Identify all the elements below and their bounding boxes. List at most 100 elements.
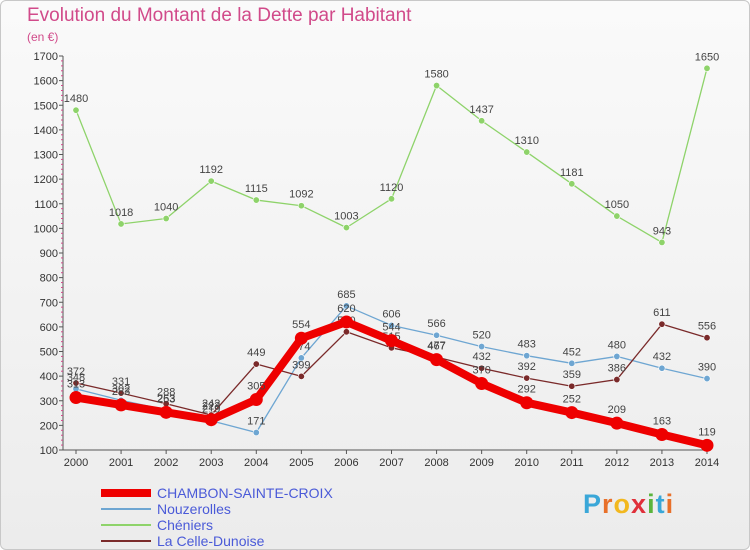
- data-point: [252, 196, 260, 204]
- data-point: [69, 391, 83, 405]
- data-label: 390: [698, 362, 716, 374]
- data-label: 620: [337, 303, 355, 315]
- data-point: [568, 359, 576, 367]
- legend-swatch: [101, 508, 151, 510]
- data-point: [342, 302, 350, 310]
- y-tick-label: 1000: [34, 223, 58, 235]
- chart-title: Evolution du Montant de la Dette par Hab…: [27, 5, 412, 26]
- data-point: [114, 398, 128, 412]
- data-label: 209: [608, 404, 626, 416]
- data-label: 288: [157, 387, 175, 399]
- data-label: 554: [292, 319, 310, 331]
- data-label: 544: [382, 322, 400, 334]
- data-point: [478, 117, 486, 125]
- y-tick-label: 1400: [34, 125, 58, 137]
- data-label: 386: [608, 363, 626, 375]
- y-tick-label: 800: [40, 273, 58, 285]
- data-label: 119: [698, 426, 716, 438]
- data-label: 331: [112, 376, 130, 388]
- data-point: [297, 354, 305, 362]
- data-label: 1310: [514, 135, 538, 147]
- data-point: [520, 396, 534, 410]
- x-tick-label: 2000: [64, 457, 88, 469]
- logo-letter: i: [665, 489, 675, 519]
- y-tick-label: 100: [40, 445, 58, 457]
- data-label: 1192: [199, 164, 223, 176]
- data-label: 1437: [469, 104, 493, 116]
- data-point: [387, 321, 395, 329]
- data-point: [523, 148, 531, 156]
- x-tick-label: 2011: [560, 457, 584, 469]
- x-tick-label: 2001: [109, 457, 133, 469]
- data-label: 242: [202, 398, 220, 410]
- y-tick-label: 1300: [34, 150, 58, 162]
- data-label: 348: [67, 372, 85, 384]
- data-label: 566: [427, 318, 445, 330]
- legend-item: Nouzerolles: [101, 501, 333, 517]
- data-point: [568, 180, 576, 188]
- data-point: [433, 82, 441, 90]
- data-label: 452: [563, 346, 581, 358]
- data-label: 1018: [109, 207, 133, 219]
- data-point: [117, 389, 125, 397]
- data-label: 372: [67, 366, 85, 378]
- data-label: 467: [427, 341, 445, 353]
- y-tick-label: 1100: [34, 199, 58, 211]
- data-label: 943: [653, 225, 671, 237]
- series-line: [75, 67, 708, 244]
- data-label: 449: [247, 347, 265, 359]
- legend: CHAMBON-SAINTE-CROIX Nouzerolles Chéniers L…: [101, 485, 333, 549]
- logo-letter: t: [655, 489, 666, 519]
- data-point: [297, 372, 305, 380]
- logo-letter: P: [583, 489, 603, 519]
- data-point: [252, 360, 260, 368]
- logo-letter: o: [613, 489, 632, 519]
- logo-letter: i: [647, 489, 656, 519]
- data-label: 1040: [154, 202, 178, 214]
- data-label: 1092: [289, 189, 313, 201]
- data-label: 313: [67, 379, 85, 391]
- data-point: [703, 64, 711, 72]
- data-label: 263: [157, 393, 175, 405]
- legend-label: Chéniers: [157, 517, 214, 533]
- data-point: [565, 406, 579, 420]
- data-point: [658, 320, 666, 328]
- y-tick-label: 400: [40, 371, 58, 383]
- x-tick-label: 2012: [605, 457, 629, 469]
- x-tick-label: 2009: [469, 457, 493, 469]
- data-label: 1650: [695, 51, 719, 63]
- data-point: [207, 177, 215, 185]
- proxiti-logo: Proxiti: [583, 489, 674, 520]
- data-point: [613, 376, 621, 384]
- data-point: [252, 429, 260, 437]
- data-label: 171: [247, 416, 265, 428]
- data-label: 556: [698, 321, 716, 333]
- x-tick-label: 2004: [244, 457, 268, 469]
- data-point: [703, 375, 711, 383]
- data-label: 359: [563, 369, 581, 381]
- legend-item: CHAMBON-SAINTE-CROIX: [101, 485, 333, 501]
- x-tick-label: 2013: [650, 457, 674, 469]
- x-tick-label: 2005: [289, 457, 313, 469]
- data-label: 685: [337, 289, 355, 301]
- data-point: [523, 374, 531, 382]
- data-label: 1050: [605, 199, 629, 211]
- data-point: [655, 427, 669, 441]
- legend-label: La Celle-Dunoise: [157, 533, 265, 549]
- x-tick-label: 2002: [154, 457, 178, 469]
- data-point: [162, 215, 170, 223]
- x-tick-label: 2008: [424, 457, 448, 469]
- data-point: [703, 334, 711, 342]
- data-point: [610, 416, 624, 430]
- data-point: [339, 315, 353, 329]
- x-tick-label: 2007: [379, 457, 403, 469]
- data-label: 1580: [424, 69, 448, 81]
- data-point: [433, 331, 441, 339]
- data-point: [117, 220, 125, 228]
- legend-swatch: [101, 540, 151, 542]
- data-point: [478, 343, 486, 351]
- legend-swatch: [101, 489, 151, 497]
- y-tick-label: 300: [40, 396, 58, 408]
- data-point: [72, 106, 80, 114]
